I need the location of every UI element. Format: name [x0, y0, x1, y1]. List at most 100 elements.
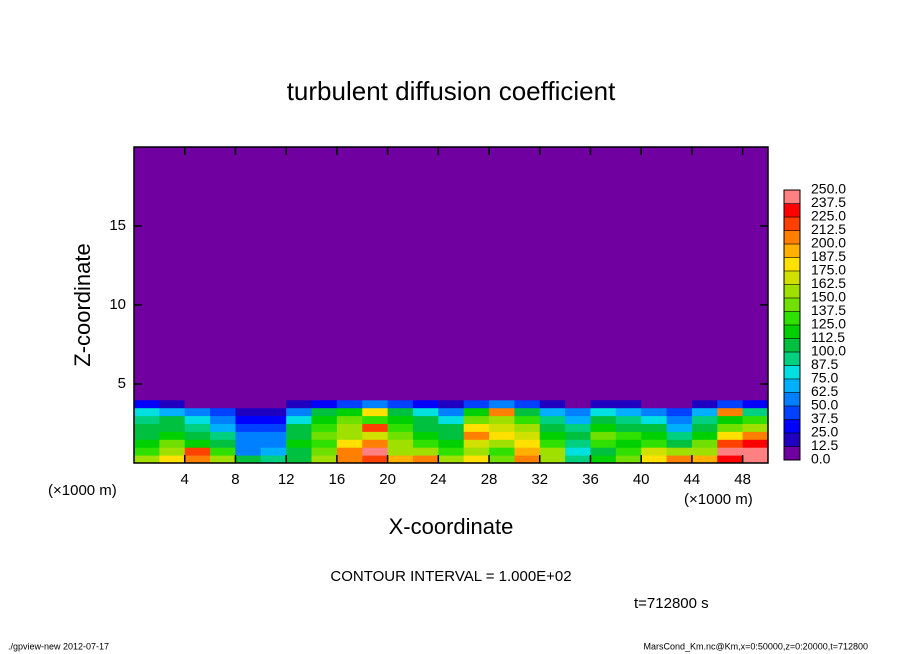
heat-cell: [565, 431, 591, 440]
heat-cell: [489, 423, 515, 432]
colorbar-label: 37.5: [811, 410, 838, 426]
heat-cell: [539, 447, 566, 456]
heat-cell: [539, 455, 566, 464]
heat-cell: [286, 147, 313, 401]
heat-cell: [590, 399, 617, 409]
heat-cell: [691, 423, 718, 432]
heat-cell: [184, 415, 211, 424]
colorbar-label: 175.0: [811, 262, 846, 278]
heat-cell: [438, 431, 465, 440]
heat-cell: [539, 431, 566, 440]
heat-cell: [235, 439, 262, 448]
colorbar-band: [784, 190, 800, 204]
colorbar-band: [784, 365, 800, 380]
heat-cell: [590, 147, 617, 401]
colorbar-label: 25.0: [811, 424, 838, 440]
heat-cell: [489, 439, 515, 448]
heat-cell: [412, 431, 439, 440]
heat-cell: [463, 439, 490, 448]
heat-cell: [539, 399, 566, 409]
x-tick-label: 4: [181, 471, 189, 488]
heat-cell: [615, 447, 642, 456]
heat-cell: [742, 447, 769, 456]
heat-cell: [717, 455, 744, 464]
heat-cell: [489, 407, 515, 417]
heat-cell: [717, 447, 744, 456]
heat-cell: [539, 423, 566, 432]
heat-cell: [412, 399, 439, 409]
heat-cell: [565, 447, 591, 456]
colorbar-band: [784, 446, 800, 461]
x-axis-label: X-coordinate: [389, 514, 514, 539]
heat-cell: [210, 147, 236, 401]
heat-cell: [286, 455, 313, 464]
heat-cell: [590, 415, 617, 424]
heat-cell: [159, 423, 186, 432]
heat-cell: [235, 431, 262, 440]
heat-cell: [235, 399, 262, 409]
heat-cell: [539, 407, 566, 417]
heat-cell: [666, 415, 693, 424]
heat-cell: [387, 455, 414, 464]
x-tick-label: 28: [481, 471, 498, 488]
heat-cell: [336, 431, 363, 440]
heat-cell: [641, 147, 668, 401]
heat-cell: [286, 447, 313, 456]
heat-cell: [742, 455, 769, 464]
heat-cell: [691, 439, 718, 448]
heat-cell: [362, 439, 389, 448]
x-tick-label: 36: [582, 471, 599, 488]
colorbar-label: 125.0: [811, 316, 846, 332]
heat-cell: [489, 431, 515, 440]
colorbar-band: [784, 244, 800, 258]
heat-cell: [514, 147, 541, 401]
heat-cell: [615, 439, 642, 448]
heat-cell: [286, 431, 313, 440]
heat-cell: [514, 455, 541, 464]
heat-cell: [260, 439, 287, 448]
heat-cell: [565, 423, 591, 432]
heat-cell: [717, 147, 744, 401]
heat-cell: [565, 415, 591, 424]
heat-cell: [565, 147, 591, 401]
heat-cell: [641, 455, 668, 464]
heat-cell: [336, 407, 363, 417]
colorbar-label: 187.5: [811, 248, 846, 264]
heat-cell: [159, 455, 186, 464]
heat-cell: [387, 147, 414, 401]
heat-cell: [463, 407, 490, 417]
heat-cell: [311, 415, 338, 424]
colorbar-band: [784, 217, 800, 231]
colorbar-band: [784, 257, 800, 272]
colorbar-band: [784, 419, 800, 434]
heat-cell: [336, 447, 363, 456]
colorbar-label: 12.5: [811, 437, 838, 453]
colorbar-band: [784, 392, 800, 407]
heat-cell: [691, 415, 718, 424]
heat-cell: [742, 415, 769, 424]
heat-cell: [590, 407, 617, 417]
heat-cell: [311, 431, 338, 440]
heat-cell: [387, 439, 414, 448]
colorbar-band: [784, 298, 800, 312]
heat-cell: [336, 147, 363, 401]
heat-cell: [362, 423, 389, 432]
heat-cell: [210, 431, 236, 440]
heat-cell: [666, 423, 693, 432]
colorbar-band: [784, 311, 800, 326]
heat-cell: [134, 147, 160, 401]
heat-cell: [615, 431, 642, 440]
heat-cell: [641, 431, 668, 440]
heat-cell: [210, 423, 236, 432]
heat-cell: [362, 447, 389, 456]
colorbar-band: [784, 379, 800, 393]
heat-cell: [666, 147, 693, 401]
heat-cell: [210, 415, 236, 424]
heat-cell: [412, 423, 439, 432]
colorbar-band: [784, 406, 800, 420]
colorbar-label: 250.0: [811, 181, 846, 197]
heat-cell: [463, 147, 490, 401]
colorbar-label: 62.5: [811, 383, 838, 399]
footer-right: MarsCond_Km.nc@Km,x=0:50000,z=0:20000,t=…: [643, 641, 868, 651]
heat-cell: [666, 431, 693, 440]
